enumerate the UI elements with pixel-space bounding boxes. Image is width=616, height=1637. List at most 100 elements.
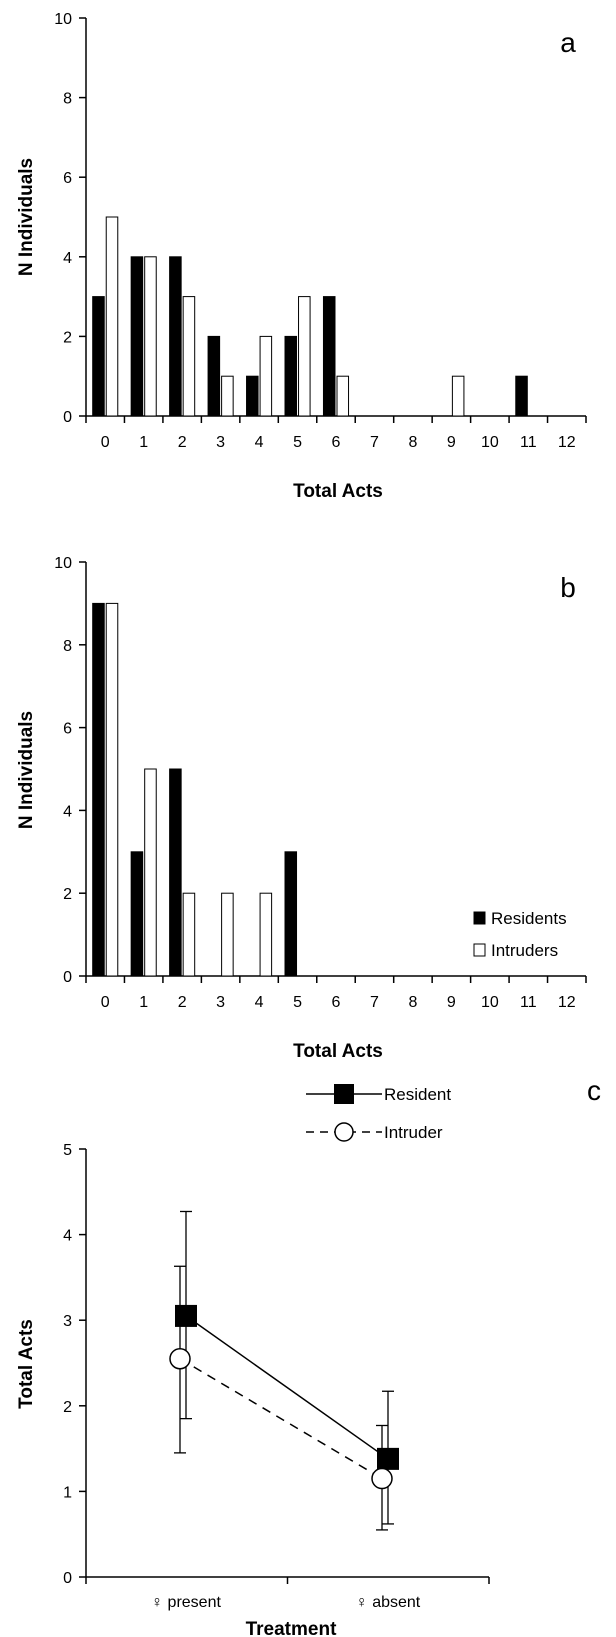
panel-b-bars [92,602,298,977]
panel-a-y-ticks: 0 2 4 6 8 10 [54,11,86,426]
b-x-tick-label: 9 [447,994,456,1011]
c-y-tick-label: 1 [63,1484,72,1501]
bar-intruders-9 [451,375,465,417]
point-intruder [371,1467,393,1490]
series-line-resident [185,1315,389,1460]
bar-intruders-2 [182,892,196,977]
b-y-tick-label: 8 [63,638,72,655]
bar-residents-11 [515,375,528,417]
a-x-tick-label: 1 [139,434,148,451]
bar-intruders-1 [144,768,157,977]
a-x-tick-label: 10 [481,434,499,451]
point-resident [377,1447,399,1470]
bar-residents-0 [92,602,105,977]
panel-c-y-axis-label: Total Acts [16,1319,37,1409]
panel-b-letter: b [560,572,576,603]
panel-c-y-ticks: 0 1 2 3 4 5 [63,1142,86,1587]
a-x-tick-label: 12 [558,434,576,451]
b-x-tick-label: 7 [370,994,379,1011]
panel-c-legend: Resident Intruder [306,1084,451,1142]
b-x-tick-label: 12 [558,994,576,1011]
b-y-tick-label: 10 [54,555,72,572]
bar-intruders-5 [298,296,311,417]
a-x-tick-label: 6 [332,434,341,451]
bar-residents-2 [169,768,182,977]
a-x-tick-label: 8 [408,434,417,451]
bar-residents-5 [284,335,298,417]
bar-residents-1 [130,851,144,977]
point-resident [175,1304,197,1327]
b-x-tick-label: 0 [101,994,110,1011]
a-y-tick-label: 8 [63,91,72,108]
panel-b-x-axis-label: Total Acts [293,1041,383,1062]
bar-intruders-0 [105,602,119,977]
a-y-tick-label: 4 [63,250,72,267]
panel-c: 0 1 2 3 4 5 ♀ present ♀ absent Total Acts Trea… [16,1075,601,1637]
panel-b-x-ticks: 0 1 2 3 4 5 6 7 8 9 10 11 12 [85,976,587,1011]
legend-label-residents: Residents [491,909,567,928]
b-x-tick-label: 3 [216,994,225,1011]
bar-intruders-3 [221,892,234,977]
a-x-tick-label: 5 [293,434,302,451]
bar-intruders-3 [221,375,234,417]
panel-a-letter: a [560,27,576,58]
a-x-tick-label: 3 [216,434,225,451]
b-y-tick-label: 6 [63,721,72,738]
b-x-tick-label: 6 [332,994,341,1011]
b-x-tick-label: 1 [139,994,148,1011]
legend-label-intruder: Intruder [384,1123,443,1142]
panel-a-bars [92,216,528,417]
point-intruder [169,1347,191,1370]
panel-a-x-axis-label: Total Acts [293,481,383,502]
a-x-tick-label: 0 [101,434,110,451]
b-x-tick-label: 4 [255,994,264,1011]
panel-c-x-axis-label: Treatment [246,1619,337,1637]
a-x-tick-label: 9 [447,434,456,451]
c-y-tick-label: 4 [63,1228,72,1245]
c-y-tick-label: 3 [63,1313,72,1330]
a-x-tick-label: 2 [178,434,187,451]
panel-c-letter: c [587,1075,601,1106]
panel-b-y-axis-label: N Individuals [16,711,37,829]
a-y-tick-label: 0 [63,409,72,426]
c-x-tick-label: ♀ present [151,1594,221,1611]
b-x-tick-label: 11 [520,994,537,1011]
c-y-tick-label: 2 [63,1399,72,1416]
bar-intruders-4 [259,892,273,977]
a-x-tick-label: 4 [255,434,264,451]
bar-intruders-4 [259,335,273,417]
legend-marker-intruder [334,1122,354,1142]
c-y-tick-label: 0 [63,1570,72,1587]
bar-intruders-1 [144,256,157,417]
bar-intruders-6 [336,375,350,417]
panel-b-legend: Residents Intruders [473,909,567,960]
bar-residents-5 [284,851,298,977]
panel-a-y-axis-label: N Individuals [16,158,37,276]
b-x-tick-label: 8 [408,994,417,1011]
bar-intruders-2 [182,296,196,417]
legend-swatch-residents [473,911,486,925]
panel-a-x-ticks: 0 1 2 3 4 5 6 7 8 9 10 11 12 [85,416,587,451]
b-y-tick-label: 4 [63,803,72,820]
a-x-tick-label: 11 [520,434,537,451]
bar-residents-6 [322,296,336,417]
series-line-intruder [179,1358,383,1480]
b-x-tick-label: 2 [178,994,187,1011]
bar-residents-0 [92,296,105,417]
bar-residents-4 [246,375,259,417]
legend-swatch-intruders [473,943,486,957]
bar-residents-1 [130,256,144,417]
bar-intruders-0 [105,216,119,417]
a-y-tick-label: 2 [63,329,72,346]
b-x-tick-label: 10 [481,994,499,1011]
legend-label-intruders: Intruders [491,941,558,960]
a-y-tick-label: 6 [63,170,72,187]
legend-label-resident: Resident [384,1085,451,1104]
panel-c-series [169,1210,399,1531]
panel-b-y-ticks: 0 2 4 6 8 10 [54,555,86,986]
bar-residents-2 [169,256,182,417]
panel-a-axes [85,18,586,417]
